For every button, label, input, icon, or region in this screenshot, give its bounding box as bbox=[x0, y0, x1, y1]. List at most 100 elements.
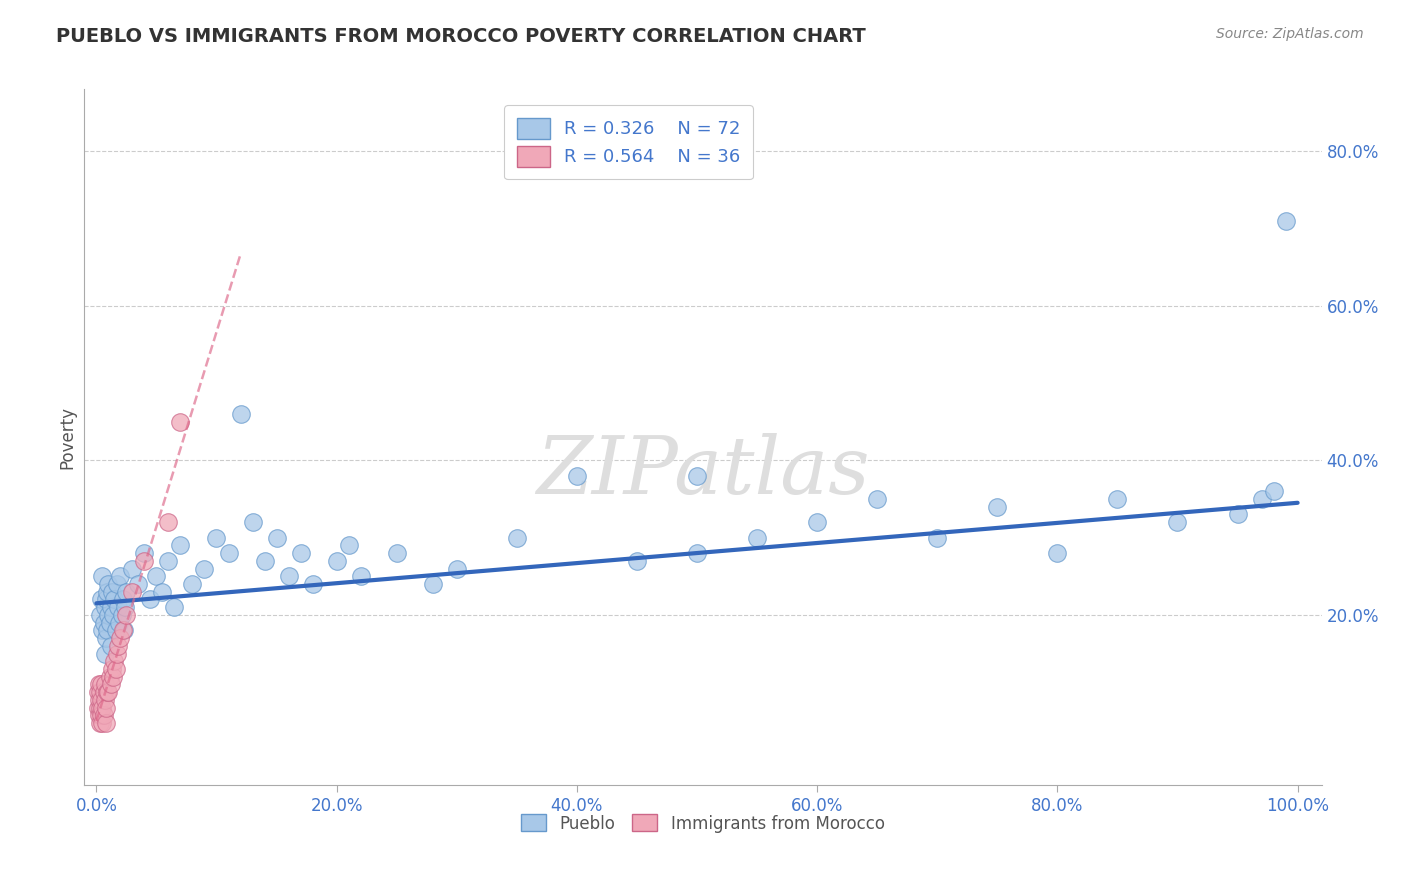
Point bbox=[94, 600, 117, 615]
Point bbox=[96, 584, 118, 599]
Point bbox=[93, 615, 115, 630]
Point bbox=[686, 546, 709, 560]
Point bbox=[87, 693, 110, 707]
Point bbox=[86, 685, 108, 699]
Point bbox=[163, 600, 186, 615]
Legend: Pueblo, Immigrants from Morocco: Pueblo, Immigrants from Morocco bbox=[515, 808, 891, 839]
Point bbox=[1107, 491, 1129, 506]
Point bbox=[337, 538, 360, 552]
Point bbox=[87, 708, 110, 723]
Point bbox=[107, 639, 129, 653]
Point bbox=[127, 577, 149, 591]
Text: PUEBLO VS IMMIGRANTS FROM MOROCCO POVERTY CORRELATION CHART: PUEBLO VS IMMIGRANTS FROM MOROCCO POVERT… bbox=[56, 27, 866, 45]
Point bbox=[89, 607, 111, 622]
Text: Source: ZipAtlas.com: Source: ZipAtlas.com bbox=[1216, 27, 1364, 41]
Point bbox=[229, 407, 252, 421]
Point bbox=[100, 600, 122, 615]
Point bbox=[806, 515, 828, 529]
Point bbox=[100, 677, 122, 691]
Point bbox=[218, 546, 240, 560]
Point bbox=[325, 554, 347, 568]
Point bbox=[111, 592, 134, 607]
Point bbox=[103, 592, 125, 607]
Point bbox=[253, 554, 276, 568]
Point bbox=[866, 491, 889, 506]
Point bbox=[105, 577, 128, 591]
Point bbox=[1046, 546, 1069, 560]
Point bbox=[97, 577, 120, 591]
Point bbox=[205, 531, 228, 545]
Point bbox=[1250, 491, 1272, 506]
Point bbox=[89, 685, 111, 699]
Point bbox=[385, 546, 408, 560]
Point bbox=[101, 662, 124, 676]
Point bbox=[121, 584, 143, 599]
Point bbox=[100, 639, 122, 653]
Point bbox=[626, 554, 648, 568]
Point bbox=[565, 468, 588, 483]
Point bbox=[97, 685, 120, 699]
Point bbox=[446, 561, 468, 575]
Point bbox=[90, 693, 112, 707]
Point bbox=[96, 624, 118, 638]
Point bbox=[94, 716, 117, 731]
Point bbox=[104, 662, 127, 676]
Point bbox=[114, 600, 136, 615]
Point bbox=[98, 670, 121, 684]
Point bbox=[101, 584, 124, 599]
Point bbox=[301, 577, 323, 591]
Point bbox=[103, 607, 125, 622]
Point bbox=[89, 700, 111, 714]
Point bbox=[94, 592, 117, 607]
Point bbox=[121, 561, 143, 575]
Point bbox=[169, 415, 191, 429]
Point bbox=[290, 546, 312, 560]
Point bbox=[110, 631, 132, 645]
Point bbox=[422, 577, 444, 591]
Point bbox=[94, 693, 117, 707]
Point bbox=[1226, 508, 1249, 522]
Point bbox=[107, 600, 129, 615]
Point bbox=[506, 531, 529, 545]
Point bbox=[169, 538, 191, 552]
Point bbox=[91, 700, 114, 714]
Point bbox=[266, 531, 288, 545]
Point bbox=[115, 607, 138, 622]
Point bbox=[134, 554, 156, 568]
Point bbox=[157, 515, 180, 529]
Text: ZIPatlas: ZIPatlas bbox=[536, 434, 870, 510]
Point bbox=[86, 700, 108, 714]
Point bbox=[105, 647, 128, 661]
Point bbox=[193, 561, 215, 575]
Point bbox=[110, 569, 132, 583]
Point bbox=[89, 716, 111, 731]
Point bbox=[87, 677, 110, 691]
Point bbox=[104, 624, 127, 638]
Point bbox=[90, 708, 112, 723]
Point bbox=[1263, 484, 1285, 499]
Point bbox=[139, 592, 162, 607]
Point bbox=[1274, 213, 1296, 227]
Point bbox=[108, 615, 131, 630]
Point bbox=[91, 569, 114, 583]
Point bbox=[103, 670, 125, 684]
Point bbox=[96, 685, 118, 699]
Point bbox=[90, 592, 112, 607]
Point bbox=[686, 468, 709, 483]
Point bbox=[1166, 515, 1188, 529]
Point bbox=[986, 500, 1008, 514]
Point bbox=[94, 677, 117, 691]
Point bbox=[110, 607, 132, 622]
Point bbox=[277, 569, 299, 583]
Point bbox=[91, 624, 114, 638]
Point bbox=[97, 607, 120, 622]
Point bbox=[98, 615, 121, 630]
Point bbox=[103, 654, 125, 668]
Point bbox=[94, 700, 117, 714]
Point bbox=[181, 577, 204, 591]
Point bbox=[90, 677, 112, 691]
Point bbox=[111, 624, 134, 638]
Point bbox=[134, 546, 156, 560]
Point bbox=[91, 716, 114, 731]
Point bbox=[152, 584, 174, 599]
